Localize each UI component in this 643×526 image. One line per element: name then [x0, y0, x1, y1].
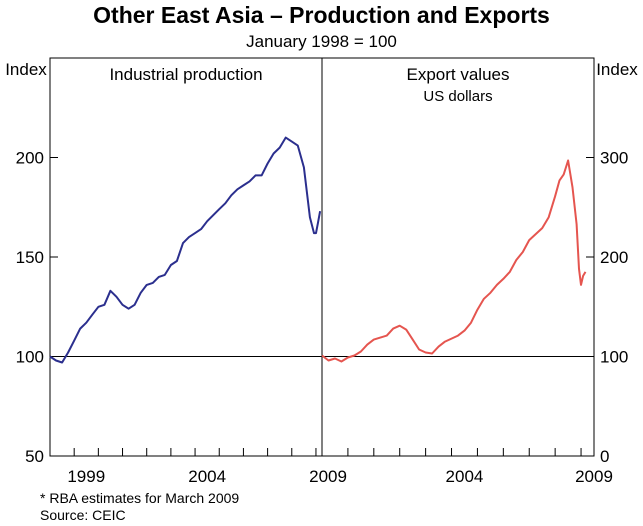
- left-x-tick-label: 2009: [309, 467, 347, 486]
- export-values-line: [321, 159, 587, 363]
- left-panel-title: Industrial production: [109, 65, 262, 84]
- footnote: * RBA estimates for March 2009: [40, 490, 240, 506]
- industrial-production-line: [49, 136, 322, 364]
- left-axis-label: Index: [5, 60, 47, 79]
- right-x-tick-label: 2004: [446, 467, 484, 486]
- left-y-tick-label: 100: [16, 348, 44, 367]
- source-note: Source: CEIC: [40, 507, 126, 523]
- left-y-tick-label: 50: [25, 447, 44, 466]
- right-x-tick-label: 2009: [575, 467, 613, 486]
- right-axis-label: Index: [596, 60, 638, 79]
- chart-subtitle: January 1998 = 100: [246, 32, 397, 51]
- right-panel-title: Export values: [407, 65, 510, 84]
- left-x-tick-label: 1999: [67, 467, 105, 486]
- right-y-tick-label: 300: [600, 149, 628, 168]
- right-panel-subtitle: US dollars: [423, 88, 492, 105]
- left-y-tick-label: 200: [16, 149, 44, 168]
- left-y-tick-label: 150: [16, 248, 44, 267]
- right-y-tick-label: 200: [600, 248, 628, 267]
- right-y-tick-label: 0: [600, 447, 609, 466]
- right-y-tick-label: 100: [600, 348, 628, 367]
- left-x-tick-label: 2004: [188, 467, 226, 486]
- chart-title: Other East Asia – Production and Exports: [93, 2, 550, 28]
